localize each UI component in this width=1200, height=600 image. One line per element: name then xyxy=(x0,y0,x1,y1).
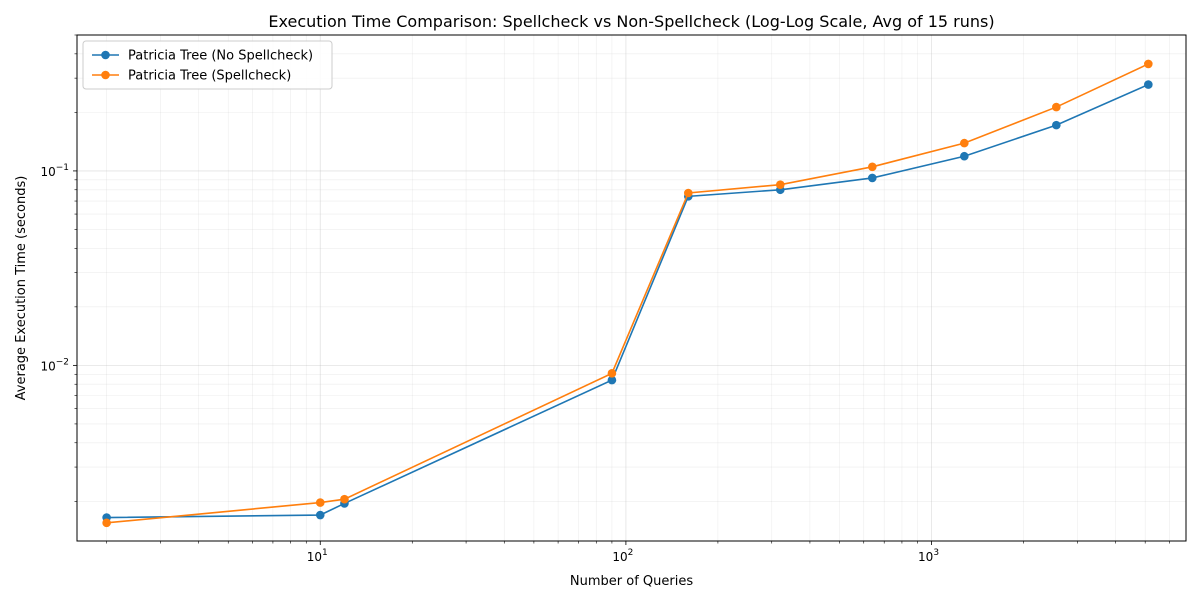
legend-marker xyxy=(101,70,110,80)
data-point xyxy=(340,494,349,504)
x-tick-label: 102 xyxy=(612,548,633,564)
data-point xyxy=(868,173,877,183)
legend-label: Patricia Tree (No Spellcheck) xyxy=(128,49,313,64)
legend: Patricia Tree (No Spellcheck) Patricia Tr… xyxy=(82,40,333,90)
data-point xyxy=(775,180,785,189)
legend-item: Patricia Tree (No Spellcheck) xyxy=(92,49,313,64)
series-line xyxy=(106,63,1149,524)
data-point xyxy=(1144,80,1153,89)
major-grid xyxy=(77,35,1186,541)
data-point xyxy=(960,138,969,148)
data-point xyxy=(102,518,111,528)
legend-label: Patricia Tree (Spellcheck) xyxy=(128,69,291,84)
data-point xyxy=(960,151,969,161)
x-axis-label: Number of Queries xyxy=(570,574,693,589)
y-axis-label: Average Execution Time (seconds) xyxy=(14,176,29,401)
data-point xyxy=(315,498,325,507)
data-point xyxy=(1052,102,1061,112)
x-tick-label: 101 xyxy=(307,548,328,564)
data-point xyxy=(868,162,877,172)
plot-area-frame xyxy=(76,34,1187,542)
data-point xyxy=(683,188,693,198)
data-point xyxy=(315,510,325,520)
chart-title: Execution Time Comparison: Spellcheck vs… xyxy=(268,12,994,31)
data-point xyxy=(1052,120,1061,130)
x-tick-label: 103 xyxy=(918,548,939,564)
y-tick-label: 10−1 xyxy=(40,163,69,179)
legend-item: Patricia Tree (Spellcheck) xyxy=(92,69,291,84)
minor-grid xyxy=(77,34,1186,541)
data-point xyxy=(607,375,617,385)
y-tick-label: 10−2 xyxy=(40,357,69,373)
series-line xyxy=(106,83,1149,519)
data-point xyxy=(1144,59,1153,69)
axis-ticks: 101 102 103 10−2 10−1 xyxy=(40,34,1170,564)
data-point xyxy=(607,369,617,378)
legend-marker xyxy=(101,50,110,60)
legend-box xyxy=(82,40,333,90)
series-2 xyxy=(102,59,1153,528)
series-layer xyxy=(102,59,1153,528)
